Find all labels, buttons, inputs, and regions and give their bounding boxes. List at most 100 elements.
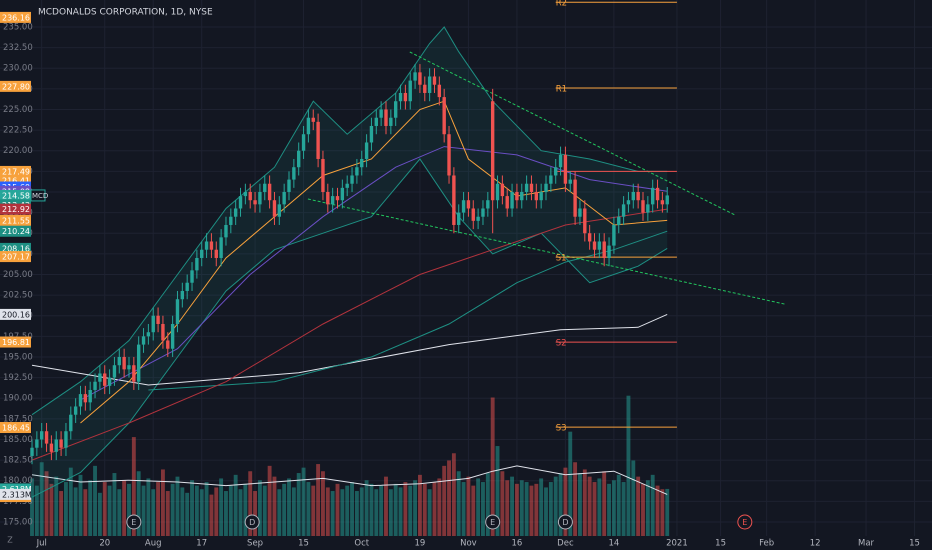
volume-bar: [146, 478, 151, 536]
volume-bar: [199, 489, 204, 536]
volume-bar: [325, 487, 330, 536]
candle-body: [398, 92, 403, 102]
trend-line: [307, 198, 786, 305]
candle-body: [44, 431, 49, 444]
candle-body: [117, 356, 121, 366]
candle-body: [190, 270, 194, 283]
candle-body: [30, 447, 34, 456]
candle-body: [267, 183, 272, 201]
volume-bar: [68, 467, 73, 536]
volume-bar: [316, 464, 321, 536]
candle-body: [486, 200, 490, 209]
candle-body: [578, 208, 582, 217]
candle-body: [146, 332, 151, 337]
candle-body: [35, 439, 39, 448]
candle-body: [83, 394, 88, 403]
volume-bar: [350, 482, 354, 536]
volume-bar: [262, 485, 267, 536]
price-label-bg: [0, 336, 31, 348]
volume-bar: [165, 491, 170, 536]
volume-bar: [257, 480, 262, 536]
price-label: 216.41: [2, 176, 30, 185]
volume-bar: [456, 471, 461, 536]
pivot-label: S1: [556, 254, 567, 264]
volume-bar: [505, 480, 510, 536]
volume-bar: [219, 478, 224, 536]
volume-bar: [534, 483, 539, 536]
volume-bar: [107, 485, 112, 536]
x-tick-label: Feb: [759, 539, 774, 549]
candle-body: [54, 439, 58, 452]
candle-body: [272, 200, 277, 217]
candle-body: [209, 241, 214, 250]
corner-label: Z: [7, 536, 13, 545]
volume-bar: [97, 492, 102, 536]
price-label: 211.55: [2, 216, 30, 225]
price-label: 208.16: [2, 244, 30, 253]
x-tick-label: Oct: [354, 539, 369, 549]
volume-bar: [291, 487, 296, 536]
volume-bar: [364, 480, 369, 536]
candle-body: [161, 323, 165, 341]
moving-average: [80, 100, 668, 424]
candle-body: [549, 175, 553, 184]
volume-bar: [345, 485, 350, 536]
candle-body: [471, 208, 475, 221]
candle-body: [78, 394, 83, 407]
x-tick-label: Dec: [557, 539, 574, 549]
candle-body: [520, 191, 524, 201]
pivot-label: S2: [556, 339, 567, 349]
candle-body: [195, 257, 199, 271]
y-tick-label: 232.50: [3, 43, 33, 53]
volume-bar: [636, 476, 641, 536]
candle-body: [379, 109, 383, 118]
volume-bar: [369, 483, 374, 536]
volume-bar: [403, 482, 408, 536]
candle-body: [393, 101, 398, 118]
ticker-tag: MCD: [32, 192, 48, 200]
candle-body: [335, 196, 340, 201]
candle-body: [374, 117, 378, 126]
candle-body: [592, 241, 597, 250]
candle-body: [524, 183, 529, 192]
volume-bar: [311, 485, 316, 536]
candle-body: [127, 365, 131, 370]
candle-body: [112, 365, 117, 378]
candle-body: [558, 154, 563, 168]
y-tick-label: 192.50: [3, 373, 33, 383]
candle-body: [345, 183, 349, 188]
price-label-bg: [0, 488, 31, 500]
price-label: 196.81: [2, 338, 30, 347]
candle-body: [360, 158, 364, 168]
volume-bar: [645, 480, 650, 536]
x-tick-label: Mar: [858, 539, 875, 549]
volume-bar: [122, 480, 127, 536]
candle-body: [107, 377, 112, 386]
candle-body: [166, 340, 170, 349]
price-label-bg: [0, 174, 31, 186]
volume-bar: [417, 474, 422, 536]
candle-body: [655, 187, 660, 201]
candle-body: [447, 134, 451, 176]
candle-body: [665, 195, 669, 205]
volume-bar: [602, 471, 607, 536]
volume-bar: [558, 473, 563, 536]
volume-bar: [514, 483, 519, 536]
y-tick-label: 195.00: [3, 352, 33, 362]
volume-bar: [185, 492, 190, 536]
volume-bar: [44, 471, 49, 536]
volume-bar: [553, 476, 558, 536]
candle-body: [185, 282, 189, 291]
candle-body: [292, 167, 296, 180]
candle-body: [258, 191, 262, 205]
price-label-bg: [0, 189, 31, 201]
event-label: E: [742, 518, 747, 527]
price-label: 212.92: [2, 205, 30, 214]
candle-body: [529, 183, 534, 192]
volume-bar: [136, 471, 141, 536]
event-marker: [557, 514, 573, 530]
candle-body: [170, 323, 175, 349]
candle-body: [93, 381, 97, 390]
volume-bar: [170, 483, 175, 536]
